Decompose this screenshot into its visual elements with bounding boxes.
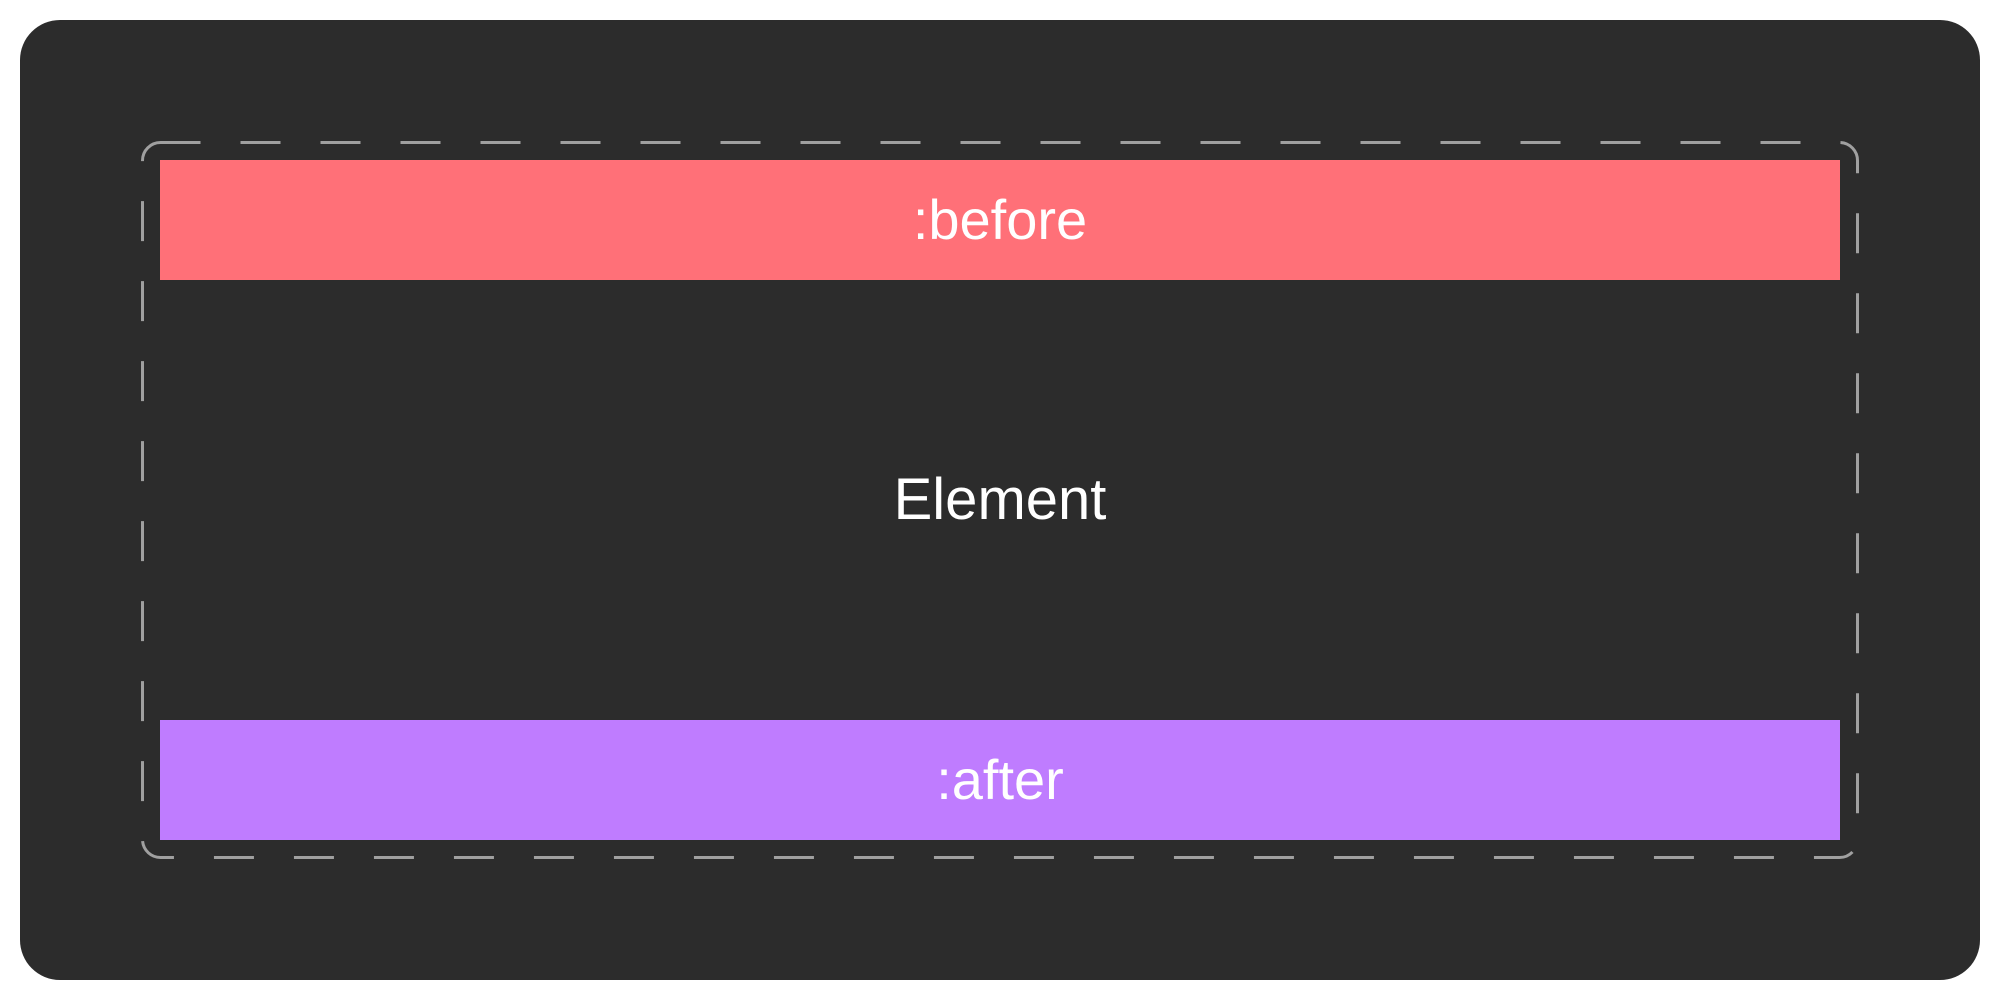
element-content-area: Element bbox=[160, 280, 1840, 720]
element-label: Element bbox=[893, 467, 1107, 532]
after-label: :after bbox=[936, 748, 1064, 811]
before-pseudo-element-box: :before bbox=[160, 160, 1840, 280]
dashed-border-rect bbox=[141, 141, 1859, 859]
after-pseudo-element-box: :after bbox=[160, 720, 1840, 840]
before-label: :before bbox=[912, 188, 1088, 251]
element-dashed-border bbox=[141, 141, 1859, 859]
